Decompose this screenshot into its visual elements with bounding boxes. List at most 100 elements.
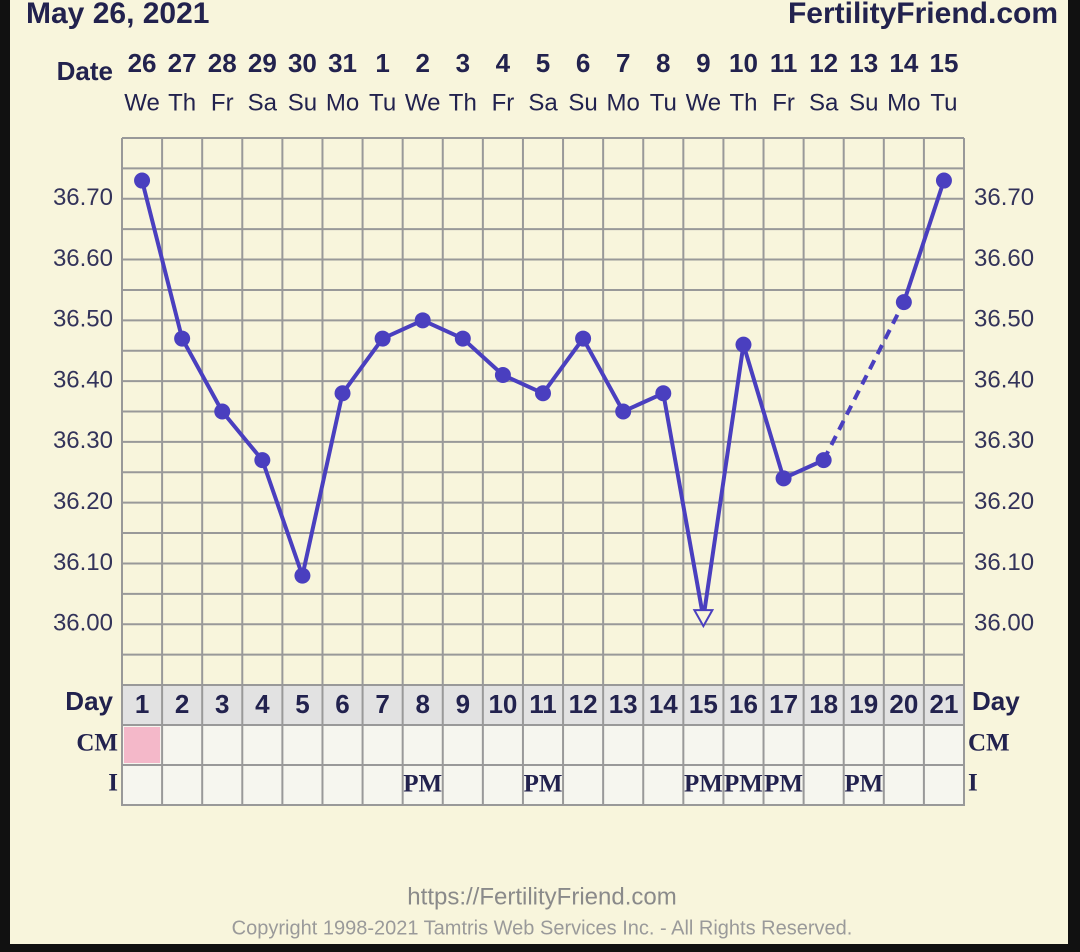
date-label: 11 [770,48,798,78]
date-label: 31 [328,48,357,78]
weekday-label: Tu [650,89,677,116]
y-tick-label-right: 36.30 [974,427,1034,454]
date-label: 8 [656,48,670,78]
marker [454,330,471,347]
x-tick-label: 8 [415,689,429,719]
y-tick-label: 36.60 [53,245,113,272]
x-tick-label: 21 [929,689,958,719]
y-tick-label: 36.00 [53,610,113,637]
x-tick-label: 3 [215,689,229,719]
marker [815,452,832,469]
weekday-label: Sa [528,89,558,116]
y-tick-label: 36.20 [53,488,113,515]
x-tick-label: 20 [889,689,918,719]
marker [254,452,271,469]
marker [294,567,311,584]
date-label: 10 [729,48,758,78]
date-label: 12 [809,48,838,78]
marker [575,330,592,347]
marker [174,330,191,347]
marker [374,330,391,347]
x-tick-label: 6 [335,689,349,719]
date-label: 28 [208,48,237,78]
copyright: Copyright 1998-2021 Tamtris Web Services… [232,917,853,939]
weekday-label: Sa [809,89,839,116]
x-tick-label: 5 [295,689,309,719]
weekday-label: Fr [492,89,515,116]
x-tick-label: 4 [255,689,270,719]
date-label: 13 [849,48,878,78]
brand: FertilityFriend.com [788,0,1058,30]
weekday-label: Th [729,89,757,116]
date-label: 3 [456,48,470,78]
marker [134,172,151,189]
y-tick-label-right: 36.10 [974,549,1034,576]
marker [895,294,912,311]
y-tick-label: 36.10 [53,549,113,576]
weekday-label: Mo [326,89,359,116]
weekday-label: We [405,89,441,116]
y-tick-label: 36.30 [53,427,113,454]
date-label: Date [57,56,113,86]
marker [334,385,351,402]
i-mark: PM [724,771,763,798]
y-tick-label-right: 36.50 [974,306,1034,333]
date-label: 29 [248,48,277,78]
cm-cell [124,727,161,763]
x-tick-label: 17 [769,689,798,719]
weekday-label: Sa [248,89,278,116]
day-label: Day [65,686,113,716]
weekday-label: Fr [772,89,795,116]
x-tick-label: 14 [649,689,678,719]
marker [655,385,672,402]
chart-title: May 26, 2021 [26,0,209,30]
x-tick-label: 15 [689,689,718,719]
x-tick-label: 19 [849,689,878,719]
marker [494,367,511,384]
weekday-label: Mo [887,89,920,116]
date-label: 15 [929,48,958,78]
date-label: 9 [696,48,710,78]
y-tick-label-right: 36.40 [974,366,1034,393]
i-mark: PM [403,771,442,798]
date-label: 26 [128,48,157,78]
y-tick-label-right: 36.70 [974,184,1034,211]
x-tick-label: 2 [175,689,189,719]
x-tick-label: 10 [488,689,517,719]
weekday-label: Mo [607,89,640,116]
date-label: 7 [616,48,630,78]
i-label: I [968,770,978,797]
weekday-label: Th [168,89,196,116]
weekday-label: Su [849,89,878,116]
y-tick-label-right: 36.20 [974,488,1034,515]
x-tick-label: 13 [609,689,638,719]
x-tick-label: 16 [729,689,758,719]
date-label: 14 [889,48,918,78]
marker [615,403,632,420]
y-tick-label: 36.50 [53,306,113,333]
cm-row [121,724,965,766]
marker [535,385,551,402]
weekday-label: Fr [211,89,234,116]
weekday-label: Su [568,89,597,116]
cm-label: CM [76,730,118,757]
marker [214,403,231,420]
x-tick-label: 18 [809,689,838,719]
day-label: Day [972,686,1020,716]
i-mark: PM [764,771,803,798]
date-label: 6 [576,48,590,78]
i-mark: PM [684,771,723,798]
marker [735,336,752,353]
weekday-label: Tu [369,89,396,116]
weekday-label: Tu [930,89,957,116]
x-tick-label: 9 [456,689,470,719]
footer-url: https://FertilityFriend.com [407,883,676,910]
weekday-label: Su [288,89,317,116]
marker [935,172,952,189]
x-tick-label: 12 [569,689,598,719]
i-label: I [108,770,118,797]
date-label: 4 [496,48,511,78]
gap-connector [821,301,906,462]
temperature-line [140,179,946,621]
